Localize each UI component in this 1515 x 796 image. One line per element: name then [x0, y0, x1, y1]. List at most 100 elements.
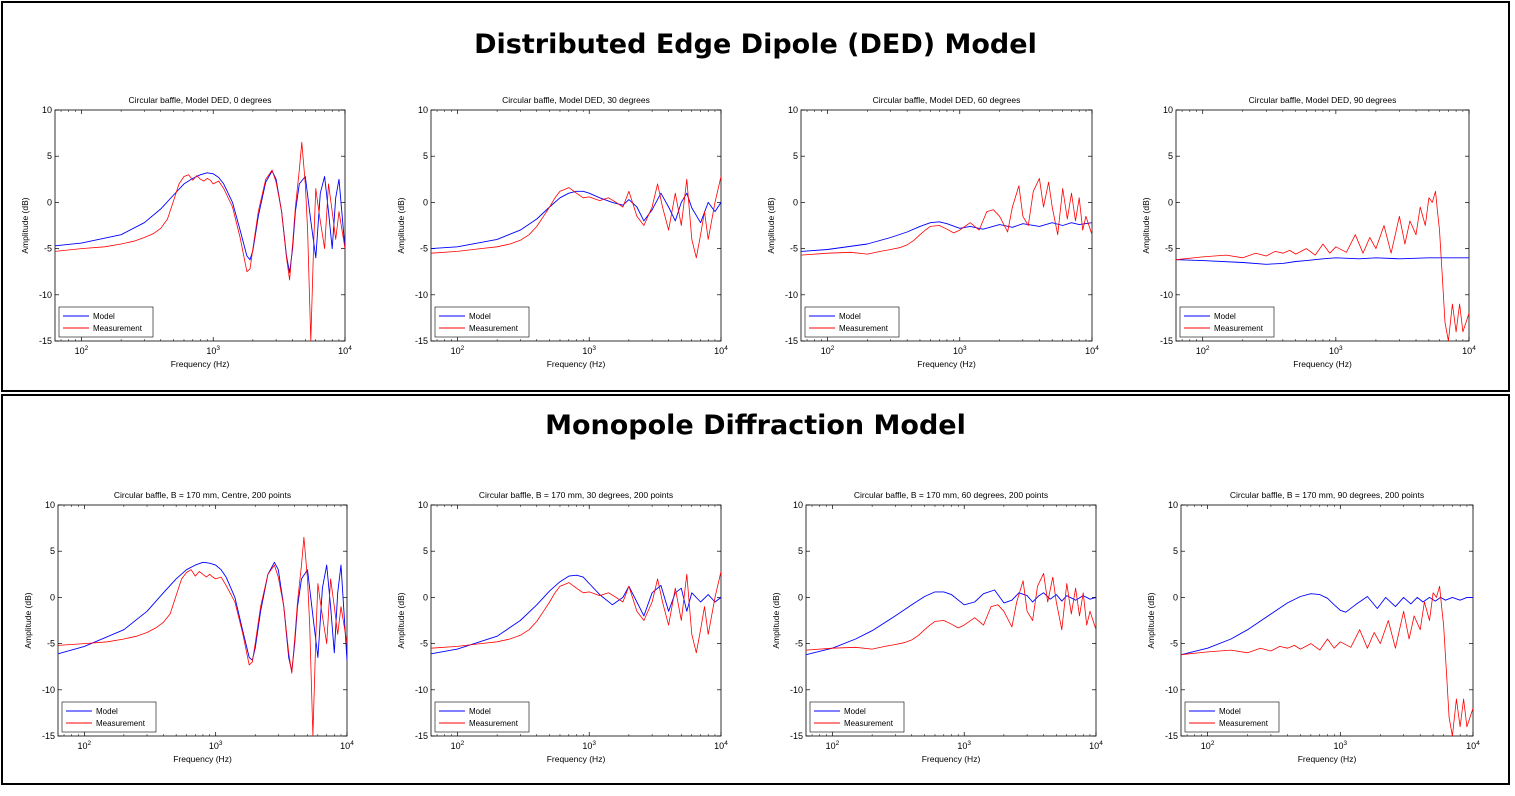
x-tick-label: 104 [714, 345, 728, 356]
legend-entry: Model [469, 312, 491, 321]
x-tick-label: 102 [451, 740, 465, 751]
y-tick-label: 10 [418, 105, 428, 115]
y-tick-label: 5 [50, 546, 55, 556]
series-line-measurement [1176, 190, 1469, 341]
y-tick-label: -10 [415, 685, 428, 695]
y-tick-label: -5 [1170, 639, 1178, 649]
y-tick-label: -15 [415, 731, 428, 741]
legend [804, 306, 900, 338]
series-line-model [55, 170, 345, 274]
x-tick-label: 103 [206, 345, 220, 356]
monopole-section-title: Monopole Diffraction Model [545, 410, 966, 441]
x-tick-label: 102 [451, 345, 465, 356]
y-axis-label: Amplitude (dB) [396, 592, 406, 648]
x-axis-label: Frequency (Hz) [547, 754, 606, 764]
y-tick-label: -5 [790, 244, 798, 254]
y-tick-label: -10 [415, 290, 428, 300]
legend [58, 306, 154, 338]
legend-entry: Model [839, 312, 861, 321]
legend-entry: Measurement [1219, 719, 1269, 728]
plot-area [1180, 504, 1474, 737]
chart-3: Circular baffle, Model DED, 60 degrees 10… [766, 95, 1099, 369]
legend-entry: Model [844, 707, 866, 716]
y-tick-label: 0 [798, 592, 803, 602]
y-tick-label: -10 [39, 290, 52, 300]
x-tick-label: 102 [75, 345, 89, 356]
y-tick-label: 0 [423, 197, 428, 207]
legend-entry: Measurement [469, 324, 519, 333]
y-tick-label: 5 [423, 151, 428, 161]
plot-area [800, 109, 1093, 342]
x-tick-label: 104 [1089, 740, 1103, 751]
y-tick-label: -10 [785, 290, 798, 300]
legend-entry: Measurement [839, 324, 889, 333]
y-tick-label: -10 [42, 685, 55, 695]
x-tick-label: 103 [953, 345, 967, 356]
x-tick-label: 102 [78, 740, 92, 751]
x-axis-label: Frequency (Hz) [922, 754, 981, 764]
legend-entry: Measurement [844, 719, 894, 728]
legend [61, 701, 157, 733]
chart-title: Circular baffle, B = 170 mm, 30 degrees,… [479, 490, 673, 500]
chart-4: Circular baffle, Model DED, 90 degrees 10… [1141, 95, 1476, 369]
y-tick-label: 5 [1173, 546, 1178, 556]
chart-7: Circular baffle, B = 170 mm, 60 degrees,… [771, 490, 1103, 764]
y-tick-label: 10 [45, 500, 55, 510]
chart-5: Circular baffle, B = 170 mm, Centre, 200… [23, 490, 354, 764]
series-line-measurement [1181, 585, 1473, 736]
x-tick-label: 104 [1466, 740, 1480, 751]
y-tick-label: 10 [418, 500, 428, 510]
chart-title: Circular baffle, Model DED, 60 degrees [873, 95, 1021, 105]
y-axis-label: Amplitude (dB) [1141, 197, 1151, 253]
y-tick-label: 10 [42, 105, 52, 115]
series-line-model [801, 221, 1092, 252]
legend-entry: Measurement [93, 324, 143, 333]
y-tick-label: 0 [793, 197, 798, 207]
plot-area [430, 504, 722, 737]
y-axis-label: Amplitude (dB) [771, 592, 781, 648]
y-tick-label: -5 [44, 244, 52, 254]
ded-section-title: Distributed Edge Dipole (DED) Model [474, 29, 1037, 60]
y-tick-label: 5 [798, 546, 803, 556]
x-axis-label: Frequency (Hz) [547, 359, 606, 369]
y-tick-label: 5 [423, 546, 428, 556]
y-tick-label: 0 [423, 592, 428, 602]
y-tick-label: -15 [42, 731, 55, 741]
chart-1: Circular baffle, Model DED, 0 degrees 10 5… [20, 95, 352, 369]
y-axis-label: Amplitude (dB) [20, 197, 30, 253]
y-tick-label: -15 [415, 336, 428, 346]
x-axis-label: Frequency (Hz) [171, 359, 230, 369]
y-tick-label: -5 [47, 639, 55, 649]
y-tick-label: -15 [785, 336, 798, 346]
series-line-model [1176, 257, 1469, 265]
y-axis-label: Amplitude (dB) [1146, 592, 1156, 648]
y-tick-label: -5 [1165, 244, 1173, 254]
y-tick-label: 5 [793, 151, 798, 161]
legend [1179, 306, 1275, 338]
y-tick-label: -15 [1165, 731, 1178, 741]
series-line-measurement [431, 571, 721, 654]
x-tick-label: 104 [340, 740, 354, 751]
y-tick-label: 0 [50, 592, 55, 602]
plot-area [1175, 109, 1470, 342]
chart-title: Circular baffle, B = 170 mm, 90 degrees,… [1230, 490, 1424, 500]
x-tick-label: 103 [1329, 345, 1343, 356]
plot-area [430, 109, 722, 342]
y-tick-label: -15 [790, 731, 803, 741]
x-axis-label: Frequency (Hz) [1298, 754, 1357, 764]
x-tick-label: 104 [1462, 345, 1476, 356]
legend [809, 701, 905, 733]
legend [434, 306, 530, 338]
series-line-measurement [58, 536, 347, 736]
y-axis-label: Amplitude (dB) [766, 197, 776, 253]
y-tick-label: 0 [47, 197, 52, 207]
chart-title: Circular baffle, B = 170 mm, Centre, 200… [114, 490, 291, 500]
y-tick-label: -5 [795, 639, 803, 649]
x-tick-label: 104 [714, 740, 728, 751]
chart-title: Circular baffle, Model DED, 90 degrees [1249, 95, 1397, 105]
x-tick-label: 103 [582, 740, 596, 751]
series-line-model [806, 589, 1096, 656]
x-tick-label: 103 [209, 740, 223, 751]
series-line-measurement [806, 573, 1096, 651]
series-line-measurement [801, 178, 1092, 256]
